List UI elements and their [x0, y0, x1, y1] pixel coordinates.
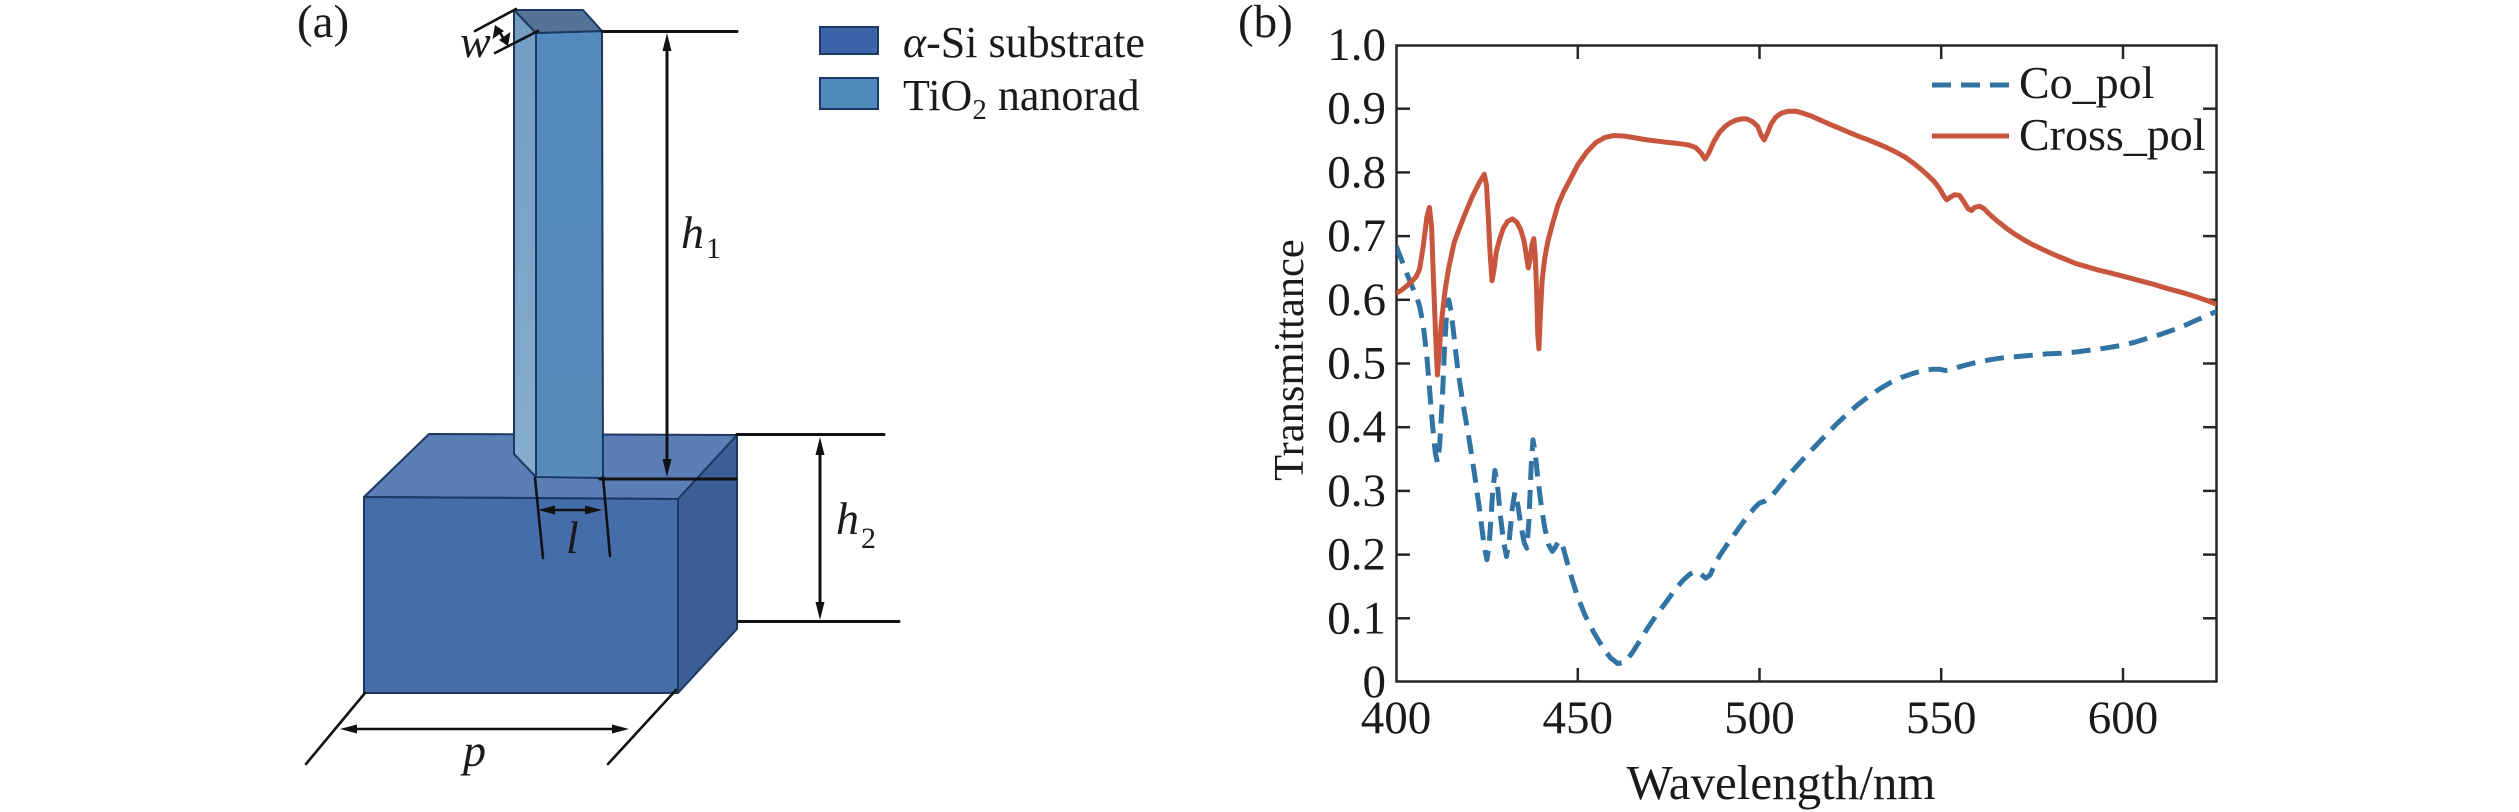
svg-text:l: l: [566, 512, 579, 563]
svg-text:h: h: [836, 493, 859, 544]
svg-text:(b): (b): [1238, 0, 1293, 48]
svg-text:0: 0: [1363, 656, 1387, 708]
svg-text:0.8: 0.8: [1327, 146, 1386, 198]
svg-text:0.1: 0.1: [1327, 592, 1386, 644]
svg-text:Co_pol: Co_pol: [2019, 57, 2154, 108]
svg-text:1.0: 1.0: [1327, 19, 1386, 71]
svg-text:400: 400: [1361, 692, 1432, 744]
svg-text:0.3: 0.3: [1327, 465, 1386, 517]
svg-text:0.5: 0.5: [1327, 338, 1386, 390]
svg-text:TiO2 nanorad: TiO2 nanorad: [903, 71, 1140, 126]
svg-text:450: 450: [1543, 692, 1614, 744]
svg-text:Transmittance: Transmittance: [1266, 239, 1313, 481]
svg-text:0.4: 0.4: [1327, 401, 1386, 453]
svg-text:Wavelength/nm: Wavelength/nm: [1626, 755, 1935, 810]
svg-text:0.9: 0.9: [1327, 83, 1386, 135]
svg-text:550: 550: [1906, 692, 1977, 744]
svg-text:(a): (a): [297, 0, 349, 48]
svg-text:α-Si substrate: α-Si substrate: [903, 18, 1145, 67]
svg-text:0.2: 0.2: [1327, 529, 1386, 581]
svg-text:h: h: [681, 207, 704, 258]
svg-text:0.7: 0.7: [1327, 210, 1386, 262]
svg-text:1: 1: [706, 232, 721, 265]
svg-text:p: p: [460, 725, 486, 776]
svg-text:Cross_pol: Cross_pol: [2019, 109, 2206, 160]
svg-text:w: w: [460, 16, 491, 67]
svg-text:0.6: 0.6: [1327, 274, 1386, 326]
svg-text:2: 2: [861, 522, 876, 555]
svg-text:500: 500: [1724, 692, 1795, 744]
svg-text:600: 600: [2088, 692, 2159, 744]
